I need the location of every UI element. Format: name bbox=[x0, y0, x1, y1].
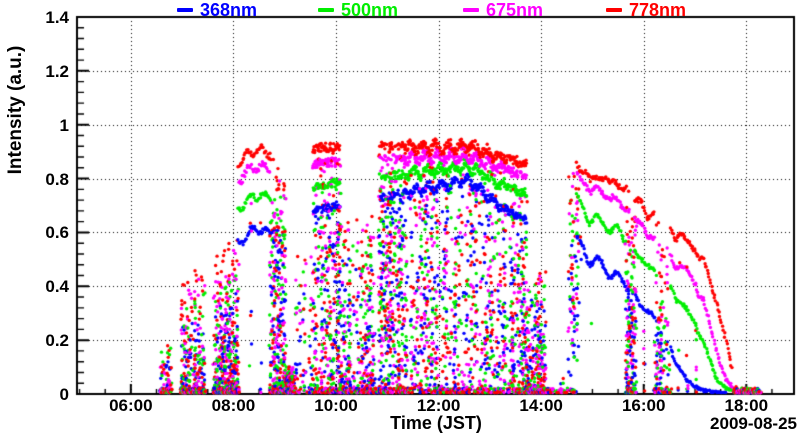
y-tick-label: 0.2 bbox=[45, 331, 69, 351]
legend-item-500nm: 500nm bbox=[318, 1, 398, 19]
y-tick-label: 1 bbox=[59, 115, 69, 135]
legend-item-368nm: 368nm bbox=[177, 1, 257, 19]
y-tick-label: 1.4 bbox=[45, 8, 69, 27]
legend-item-label: 675nm bbox=[486, 0, 544, 20]
x-tick-label: 18:00 bbox=[724, 396, 769, 415]
x-tick-label: 10:00 bbox=[314, 396, 358, 415]
x-tick-label: 16:00 bbox=[621, 396, 666, 415]
x-tick-label: 14:00 bbox=[519, 396, 563, 415]
y-tick-label: 0.8 bbox=[45, 169, 69, 189]
legend-item-778nm: 778nm bbox=[606, 1, 686, 19]
legend-item-label: 368nm bbox=[200, 0, 258, 20]
date-label: 2009-08-25 bbox=[710, 414, 797, 433]
legend-line-green bbox=[318, 8, 334, 12]
x-axis-title: Time (JST) bbox=[390, 413, 482, 433]
x-tick-label: 08:00 bbox=[211, 396, 256, 415]
legend-item-label: 500nm bbox=[341, 0, 399, 20]
x-tick-label: 12:00 bbox=[416, 396, 461, 415]
legend-item-label: 778nm bbox=[629, 0, 687, 20]
y-tick-label: 0.4 bbox=[45, 277, 69, 297]
x-tick-label: 06:00 bbox=[109, 396, 153, 415]
legend-line-blue bbox=[177, 8, 193, 12]
y-tick-label: 0.6 bbox=[45, 223, 69, 243]
legend-line-magenta bbox=[463, 8, 479, 12]
y-tick-label: 1.2 bbox=[45, 61, 69, 81]
legend-item-675nm: 675nm bbox=[463, 1, 543, 19]
y-tick-label: 0 bbox=[59, 385, 69, 404]
legend-line-red bbox=[606, 8, 622, 12]
